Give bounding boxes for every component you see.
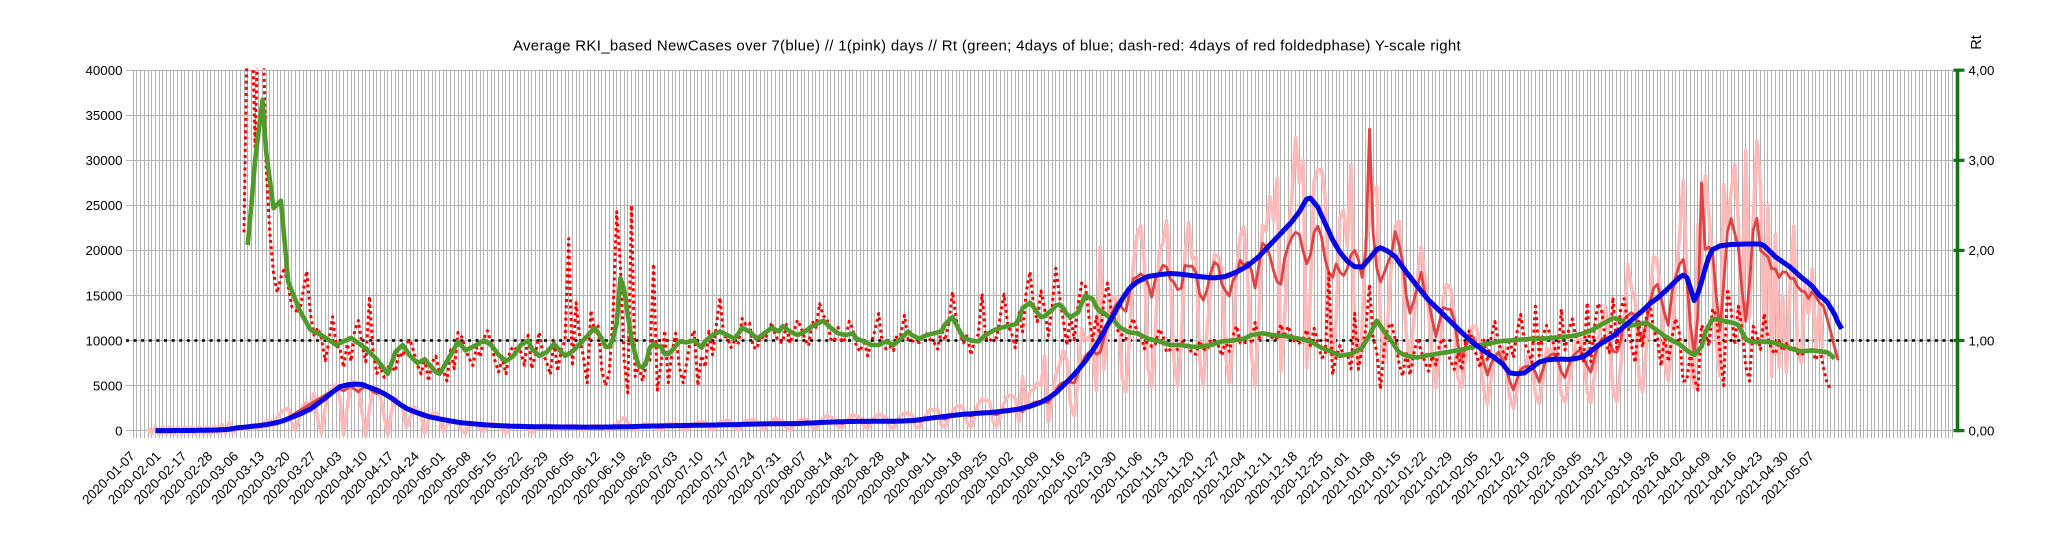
svg-text:30000: 30000 — [86, 153, 123, 168]
svg-text:40000: 40000 — [86, 63, 123, 78]
svg-text:10000: 10000 — [86, 333, 123, 348]
svg-text:20000: 20000 — [86, 243, 123, 258]
svg-text:35000: 35000 — [86, 108, 123, 123]
svg-text:0,00: 0,00 — [1969, 423, 1995, 438]
svg-text:25000: 25000 — [86, 198, 123, 213]
svg-text:Average RKI_based NewCases ove: Average RKI_based NewCases over 7(blue) … — [513, 38, 1462, 55]
svg-text:1,00: 1,00 — [1969, 333, 1995, 348]
svg-text:5000: 5000 — [93, 378, 123, 393]
svg-text:Rt: Rt — [1969, 35, 1985, 50]
svg-text:15000: 15000 — [86, 288, 123, 303]
svg-text:2,00: 2,00 — [1969, 243, 1995, 258]
svg-text:0: 0 — [115, 423, 122, 438]
svg-text:4,00: 4,00 — [1969, 63, 1995, 78]
svg-text:3,00: 3,00 — [1969, 153, 1995, 168]
